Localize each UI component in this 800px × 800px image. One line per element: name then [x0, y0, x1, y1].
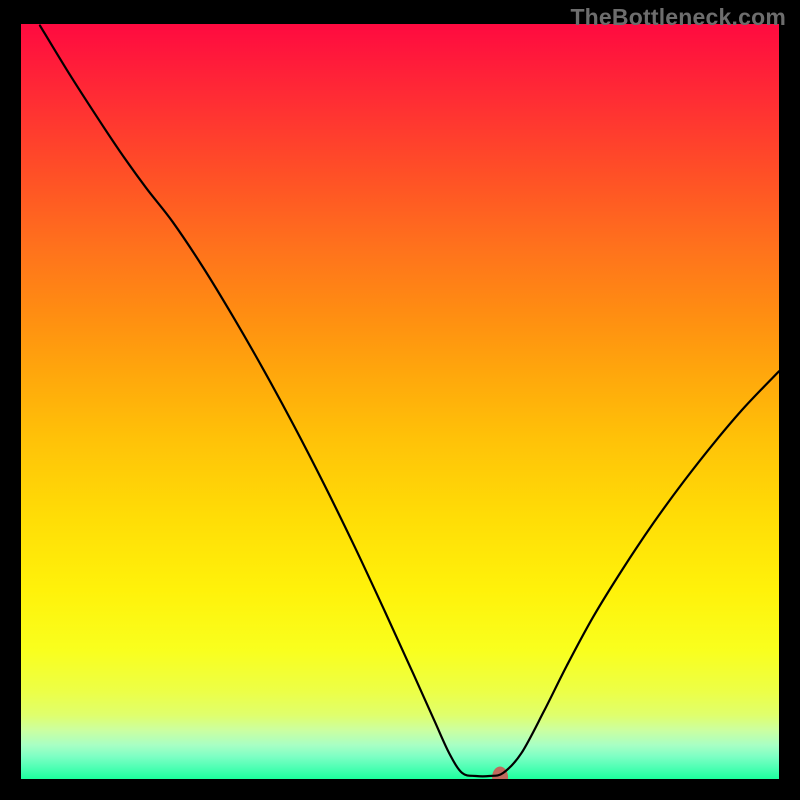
- plot-frame: [21, 24, 779, 779]
- gradient-background: [21, 24, 779, 779]
- watermark-text: TheBottleneck.com: [570, 4, 786, 31]
- plot-svg: [21, 24, 779, 779]
